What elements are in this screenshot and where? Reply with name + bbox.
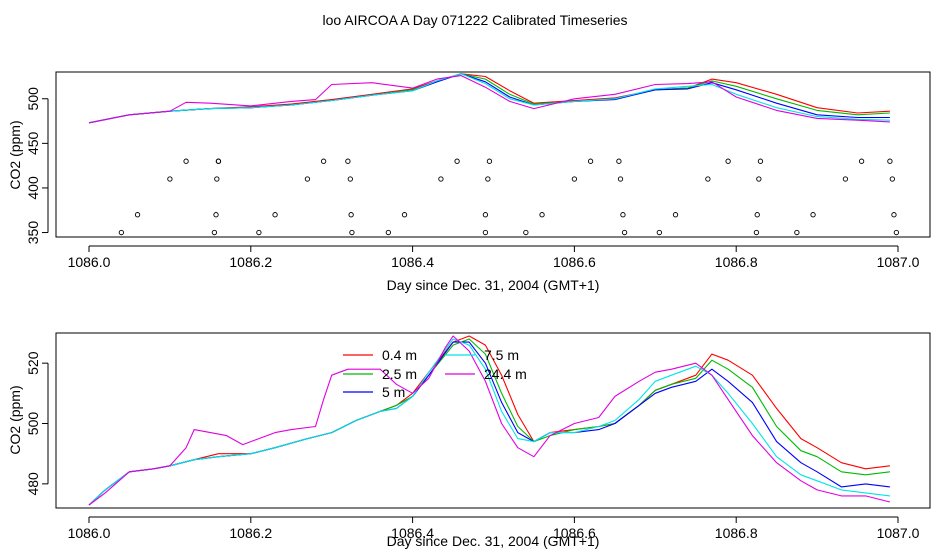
top-data-point — [304, 176, 311, 182]
top-data-point — [183, 158, 189, 164]
top-x-axis-label: Day since Dec. 31, 2004 (GMT+1) — [387, 277, 600, 293]
bottom-x-tick-label: 1086.0 — [68, 525, 111, 541]
top-data-point — [842, 176, 849, 182]
top-data-point — [705, 176, 711, 182]
top-data-point — [213, 212, 219, 218]
top-data-point — [757, 158, 764, 164]
top-data-point — [858, 158, 865, 164]
top-data-point — [891, 212, 897, 218]
bottom-y-tick-label: 500 — [25, 412, 41, 436]
top-plot-frame — [55, 71, 931, 238]
top-data-point — [348, 212, 354, 218]
bottom-series-line-0-4-m — [88, 335, 890, 506]
bottom-series-lines — [88, 335, 891, 506]
top-data-point — [617, 176, 624, 182]
top-y-tick-label: 500 — [25, 87, 41, 111]
bottom-series-line-2-5-m — [88, 338, 890, 506]
top-data-point — [485, 176, 491, 182]
legend-label-7-5-m: 7.5 m — [484, 347, 519, 363]
top-data-point — [756, 176, 762, 182]
top-y-axis-label: CO2 (ppm) — [7, 120, 23, 189]
top-data-point — [482, 229, 489, 236]
bottom-series-line-7-5-m — [88, 338, 890, 506]
top-series-line-2-5-m — [88, 73, 890, 124]
top-data-point — [349, 229, 355, 236]
top-x-tick-label: 1087.0 — [877, 254, 920, 270]
top-axes: 1086.0 1086.2 1086.4 1086.6 1086.8 1087.0 350 4… — [25, 87, 920, 270]
top-data-point — [211, 229, 218, 236]
top-data-point — [482, 212, 489, 218]
legend-label-0-4-m: 0.4 m — [382, 347, 417, 363]
top-data-point — [320, 158, 327, 164]
top-data-point — [620, 212, 626, 218]
top-data-point — [810, 212, 816, 218]
top-data-point — [672, 212, 679, 218]
bottom-y-tick-label: 520 — [25, 351, 41, 375]
top-data-point — [385, 229, 391, 236]
top-series-line-24-4-m — [88, 75, 890, 124]
bottom-series-line-24-4-m — [88, 335, 891, 506]
top-x-tick-label: 1086.0 — [68, 254, 111, 270]
bottom-y-tick-label: 480 — [25, 472, 41, 496]
top-data-point — [438, 176, 444, 182]
top-data-point — [486, 158, 493, 164]
top-data-point — [134, 212, 141, 218]
top-data-point — [118, 229, 125, 236]
bottom-x-axis-label: Day since Dec. 31, 2004 (GMT+1) — [387, 533, 600, 549]
top-x-tick-label: 1086.4 — [391, 254, 434, 270]
bottom-x-tick-label: 1086.4 — [391, 525, 434, 541]
top-y-tick-label: 450 — [25, 131, 41, 155]
bottom-x-tick-label: 1086.2 — [229, 525, 272, 541]
top-y-tick-label: 350 — [25, 221, 41, 245]
top-data-point — [523, 229, 529, 236]
top-data-point — [889, 176, 895, 182]
legend-label-24-4-m: 24.4 m — [484, 366, 527, 382]
top-x-tick-label: 1086.8 — [715, 254, 758, 270]
bottom-x-tick-label: 1086.8 — [715, 525, 758, 541]
top-data-point — [401, 212, 408, 218]
top-data-point — [754, 212, 760, 218]
top-data-point — [725, 158, 731, 164]
top-data-point — [893, 229, 900, 236]
top-x-tick-label: 1086.2 — [229, 254, 272, 270]
top-series-line-0-4-m — [88, 73, 890, 124]
top-data-point — [214, 176, 220, 182]
top-data-point — [167, 176, 173, 182]
top-data-point — [887, 158, 893, 164]
top-data-point — [621, 229, 628, 236]
top-data-point — [794, 229, 800, 236]
top-data-point — [587, 158, 594, 164]
bottom-panel: 1086.0 1086.2 1086.4 1086.6 1086.8 1087.0 480 5… — [7, 332, 931, 549]
legend-label-2-5-m: 2.5 m — [382, 366, 417, 382]
legend-label-5-m: 5 m — [382, 384, 405, 400]
figure-title: loo AIRCOA A Day 071222 Calibrated Times… — [322, 12, 627, 28]
top-series-line-7-5-m — [88, 73, 890, 124]
legend: 0.4 m 2.5 m 5 m 7.5 m 24.4 m — [343, 347, 527, 400]
top-data-point — [656, 229, 662, 236]
top-data-point — [539, 212, 545, 218]
top-y-tick-label: 400 — [25, 176, 41, 200]
bottom-x-tick-label: 1087.0 — [877, 525, 920, 541]
bottom-plot-frame — [55, 332, 931, 509]
top-panel: 1086.0 1086.2 1086.4 1086.6 1086.8 1087.0 350 4… — [7, 71, 931, 293]
top-data-point — [454, 158, 460, 164]
top-data-point — [215, 158, 222, 164]
top-data-point — [571, 176, 578, 182]
top-data-point — [345, 158, 351, 164]
bottom-y-axis-label: CO2 (ppm) — [7, 385, 23, 454]
top-data-point — [753, 229, 760, 236]
top-data-point — [272, 212, 278, 218]
top-x-tick-label: 1086.6 — [553, 254, 596, 270]
top-data-point — [616, 158, 622, 164]
bottom-x-tick-label: 1086.6 — [553, 525, 596, 541]
bottom-axes: 1086.0 1086.2 1086.4 1086.6 1086.8 1087.0 480 5… — [25, 351, 920, 541]
top-scatter-points — [118, 158, 900, 236]
top-data-point — [256, 229, 262, 236]
top-data-point — [347, 176, 353, 182]
top-series-lines — [88, 73, 890, 124]
